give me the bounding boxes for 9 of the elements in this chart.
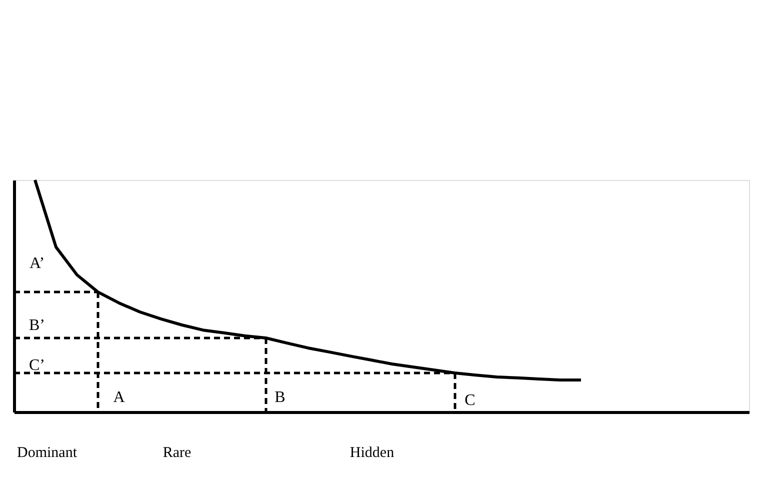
text: Hidden [350,445,395,461]
annotation: C [464,392,476,409]
annotation: A [113,389,126,406]
annotation: B’ [29,317,45,334]
text: Rare [162,445,192,461]
annotation: A’ [29,255,45,272]
annotation: B [274,389,286,406]
annotation: C’ [29,357,45,374]
text: Dominant [17,445,78,461]
